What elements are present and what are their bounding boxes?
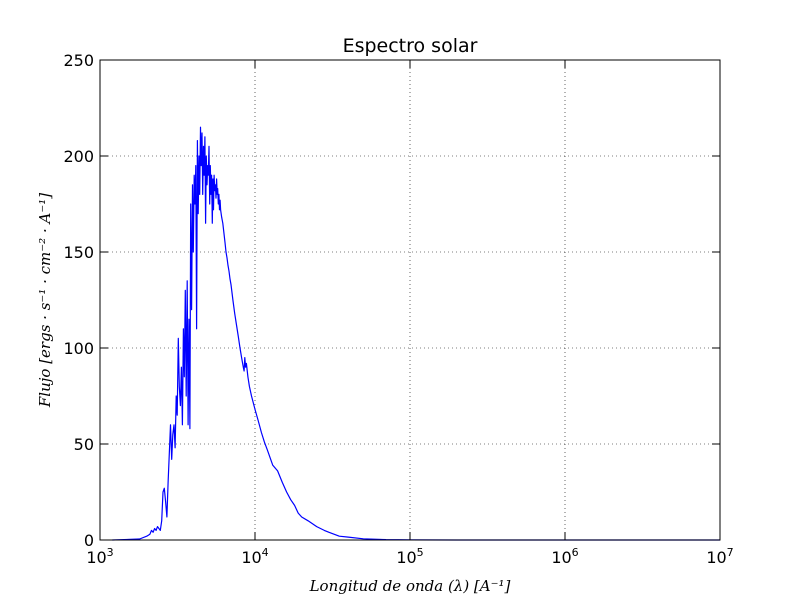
x-tick-label: 105 <box>396 546 423 567</box>
y-tick-label: 50 <box>74 435 94 454</box>
series-layer <box>112 126 720 541</box>
x-tick-label: 103 <box>86 546 113 567</box>
tick-marks <box>99 59 721 541</box>
y-tick-labels: 0 50 100 150 200 250 <box>63 51 94 550</box>
y-tick-label: 150 <box>63 243 94 262</box>
x-tick-label: 106 <box>551 546 578 567</box>
x-tick-label: 107 <box>706 546 733 567</box>
x-tick-label: 104 <box>241 546 268 567</box>
y-tick-label: 200 <box>63 147 94 166</box>
y-tick-label: 0 <box>84 531 94 550</box>
spectrum-line <box>112 126 720 541</box>
grid-lines <box>100 60 720 540</box>
y-tick-label: 250 <box>63 51 94 70</box>
y-tick-label: 100 <box>63 339 94 358</box>
y-axis-label: Flujo [ergs · s⁻¹ · cm⁻² · A⁻¹] <box>36 193 54 408</box>
chart-title: Espectro solar <box>343 35 478 57</box>
x-tick-labels: 103 104 105 106 107 <box>86 546 733 567</box>
x-axis-label: Longitud de onda (λ) [A⁻¹] <box>309 577 511 595</box>
